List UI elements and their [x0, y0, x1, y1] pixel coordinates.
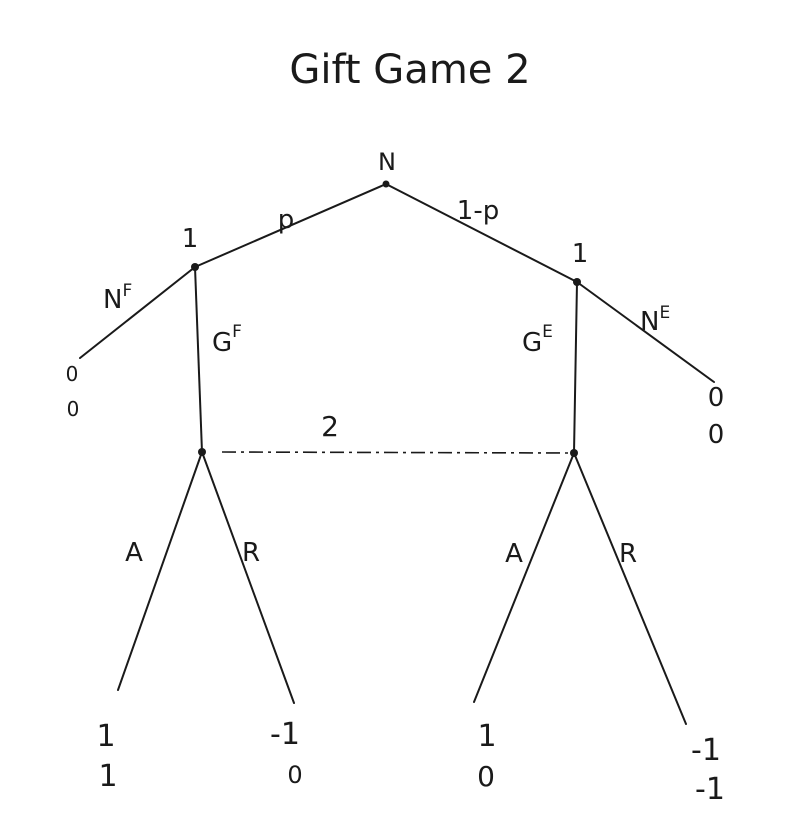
information-set-line: [221, 451, 569, 454]
payoff-value: -1: [695, 772, 725, 807]
payoff-right-accept: 1 0: [477, 719, 496, 793]
edge-right-give: [573, 281, 578, 454]
branch-label-left-give: GF: [212, 322, 242, 358]
payoff-value: 0: [66, 362, 79, 386]
payoff-value: 0: [287, 761, 302, 789]
player1-left-node: [191, 263, 199, 271]
player2-info-set-label: 2: [321, 410, 339, 443]
player1-left-label: 1: [182, 224, 199, 254]
player1-right-node: [573, 278, 581, 286]
branch-label-left-accept: A: [125, 538, 143, 568]
payoff-left-accept: 1 1: [96, 719, 117, 794]
payoff-value: -1: [691, 733, 721, 768]
payoff-value: 0: [67, 397, 80, 421]
branch-label-left-reject: R: [242, 538, 260, 568]
player2-right-node: [570, 449, 578, 457]
payoff-left-not-give: 0 0: [66, 362, 80, 421]
edge-nature-right: [385, 183, 578, 283]
branch-label-1-p: 1-p: [457, 196, 499, 226]
payoff-right-reject: -1 -1: [691, 733, 725, 807]
player2-left-node: [198, 448, 206, 456]
edge-right-accept: [473, 452, 575, 703]
diagram-title: Gift Game 2: [289, 47, 530, 93]
edge-left-accept: [117, 451, 203, 691]
edge-left-give: [194, 266, 203, 453]
branch-label-right-accept: A: [505, 539, 523, 569]
edge-right-reject: [573, 452, 687, 725]
edge-nature-left: [194, 183, 387, 268]
nature-node: [382, 180, 390, 188]
branch-label-right-reject: R: [619, 539, 637, 569]
payoff-value: 0: [708, 420, 725, 450]
payoff-value: 1: [96, 719, 115, 754]
payoff-value: 1: [477, 719, 496, 754]
branch-label-p: p: [278, 205, 295, 235]
player1-right-label: 1: [572, 239, 589, 269]
edge-left-not-give: [79, 266, 196, 359]
nature-node-label: N: [378, 148, 396, 176]
payoff-value: 1: [98, 759, 117, 794]
branch-label-right-not-give: NE: [640, 303, 670, 337]
edge-right-not-give: [576, 281, 715, 383]
branch-label-left-not-give: NF: [103, 281, 132, 315]
payoff-right-not-give: 0 0: [708, 383, 725, 450]
branch-label-right-give: GE: [522, 322, 553, 358]
edge-left-reject: [201, 451, 295, 704]
payoff-left-reject: -1 0: [270, 717, 303, 789]
payoff-value: 0: [477, 760, 495, 793]
payoff-value: 0: [708, 383, 725, 413]
payoff-value: -1: [270, 717, 300, 752]
